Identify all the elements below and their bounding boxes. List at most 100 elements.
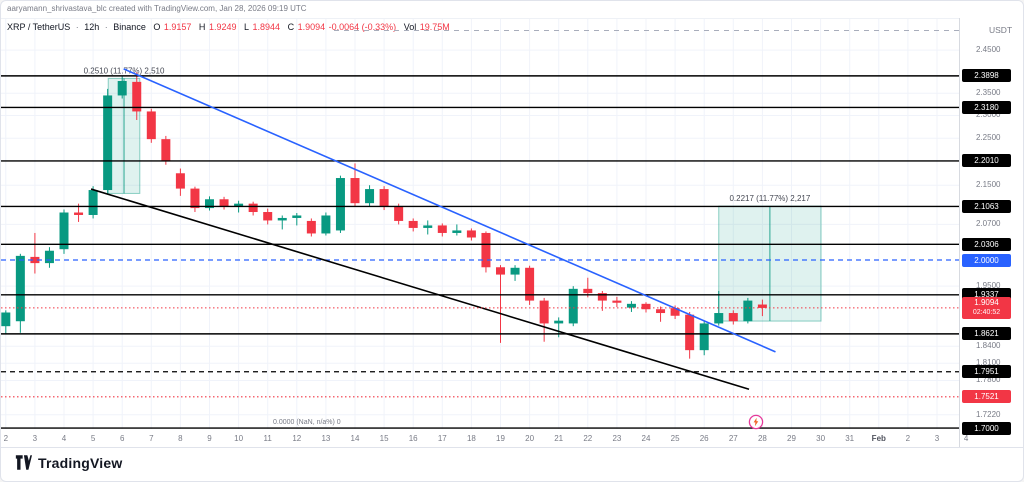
clipped-dashed-line[interactable] [334,30,978,31]
range-box-label: 0.2217 (11.77%) 2,217 [729,194,810,203]
descending-trendline-blue[interactable] [123,68,776,353]
separator: · [75,22,79,32]
chart-canvas[interactable]: 0.2510 (11.77%) 2,510 0.2217 (11.77%) 2,2… [1,1,959,430]
close-label: C [287,22,295,32]
candle [248,203,258,213]
time-tick-label: 3 [32,434,38,443]
time-tick-label: Feb [871,434,886,443]
descending-trendline-black[interactable] [90,188,750,391]
time-axis-border [1,447,1023,448]
time-tick-label: 17 [437,434,447,443]
time-tick-label: 4 [963,434,969,443]
candle [699,323,709,351]
candle [88,190,98,215]
candle [641,303,651,310]
time-tick-label: 26 [699,434,709,443]
price-tick-label: 2.0700 [976,219,1001,229]
candle [583,288,593,294]
tradingview-logo-icon [15,455,32,470]
candle [190,188,200,209]
exchange-label[interactable]: Binance [113,22,146,32]
candle [437,225,447,233]
candle [539,300,549,324]
candle [365,189,375,204]
candle [728,313,738,322]
time-tick-label: 5 [90,434,96,443]
time-tick-label: 2 [3,434,9,443]
price-level-label: 1.7521 [962,390,1011,404]
candle [1,312,11,327]
brand-name: TradingView [38,454,123,471]
open-value: 1.9157 [163,22,192,32]
time-tick-label: 13 [321,434,331,443]
candle [277,217,287,221]
time-tick-label: 23 [612,434,622,443]
axis-separator [959,18,960,447]
high-label: H [198,22,206,32]
time-tick-label: 6 [119,434,125,443]
candle [30,256,40,264]
time-tick-label: 11 [263,434,272,443]
high-value: 1.9249 [208,22,237,32]
price-tick-label: 2.3500 [976,88,1001,98]
candle [743,300,753,322]
candle [656,309,666,314]
price-tick-label: 1.8400 [976,341,1001,351]
time-tick-label: 24 [641,434,651,443]
candle [103,95,113,191]
candle [554,320,564,324]
symbol-title[interactable]: XRP / TetherUS [7,22,71,32]
event-marker-icon[interactable] [748,414,764,430]
time-tick-label: 15 [379,434,389,443]
price-level-label: 1.8621 [962,327,1011,341]
time-tick-label: 12 [292,434,302,443]
price-tick-label: 1.7800 [976,375,1001,385]
candle [466,230,476,238]
pane-top-border [1,18,1023,19]
time-tick-label: 9 [207,434,212,443]
price-level-label: 2.3180 [962,100,1011,114]
candle [685,314,695,351]
candle [234,203,244,207]
time-tick-label: 30 [816,434,826,443]
time-axis[interactable]: 2 3 4 5 6 7 8 9 10 11 12 13 14 15 16 17 18 19 20 21 22 23 24 25… [1,430,1023,447]
time-tick-label: 8 [178,434,183,443]
price-level-label: 1.7000 [962,421,1011,435]
candle [205,199,214,209]
interval-label[interactable]: 12h [84,22,100,32]
candle [452,230,462,233]
candle [263,212,273,221]
time-tick-label: 21 [554,434,564,443]
candle [481,232,491,268]
currency-label: USDT [989,25,1013,35]
price-level-label: 2.3898 [962,69,1011,83]
candle [612,300,622,303]
candle [335,178,345,231]
close-value: 1.9094 [297,22,326,32]
low-label: L [243,22,249,32]
nan-status-label: 0.0000 (NaN, n/a%) 0 [273,419,341,426]
time-tick-label: 2 [905,434,911,443]
candle [525,267,535,301]
price-level-label: 2.2010 [962,154,1011,168]
time-tick-label: 27 [728,434,738,443]
bar-countdown: 02:40:52 [972,308,1001,316]
footer: TradingView [15,454,122,471]
time-tick-label: 7 [149,434,154,443]
current-price-value: 1.9094 [974,297,999,307]
candle [132,81,142,112]
price-axis[interactable]: USDT 2.4500 2.3500 2.3000 2.2500 2.1500 2.070… [959,1,1023,448]
candle [757,304,767,308]
volume-value: 19.75M [419,22,450,32]
candle [394,206,404,221]
watermark: aaryamann_shrivastava_blc created with T… [7,4,307,13]
candle [44,250,54,264]
candle [175,173,185,189]
candle [597,293,607,301]
candle [379,189,389,207]
candle [219,199,229,207]
candle [117,81,127,96]
price-tick-label: 2.2500 [976,133,1001,143]
price-tick-label: 2.3000 [976,110,1001,120]
